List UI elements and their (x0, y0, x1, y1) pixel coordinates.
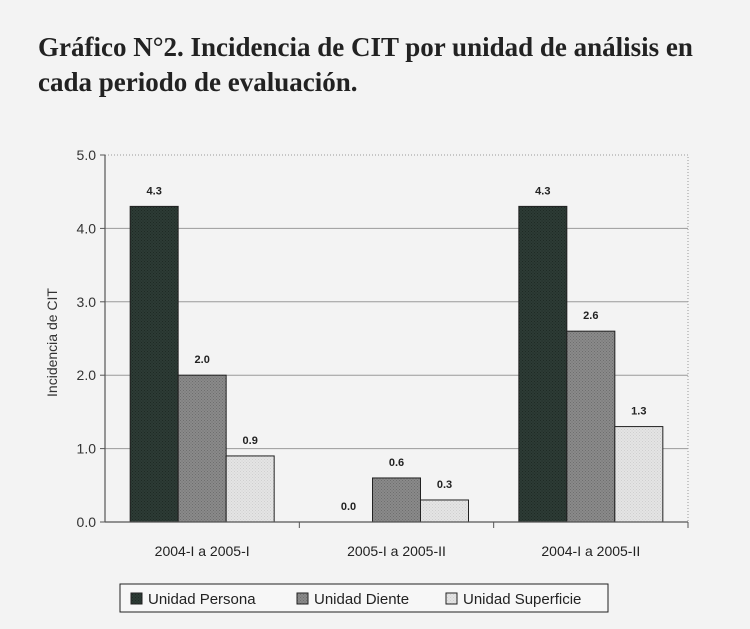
data-label: 2.0 (195, 354, 210, 366)
legend-swatch (296, 592, 309, 605)
x-tick-label: 2004-I a 2005-I (155, 543, 250, 559)
data-labels: 4.3 2.0 0.9 0.0 0.6 0.3 4.3 2.6 1.3 (147, 185, 647, 513)
y-tick-label: 2.0 (77, 367, 97, 383)
x-tick-label: 2005-I a 2005-II (347, 543, 446, 559)
bars (129, 205, 664, 523)
data-label: 0.6 (389, 457, 404, 469)
data-label: 2.6 (583, 310, 598, 322)
bar (614, 426, 664, 523)
bar (566, 330, 616, 523)
legend: Unidad Persona Unidad Diente Unidad Superf… (119, 583, 609, 613)
x-tick-label: 2004-I a 2005-II (541, 543, 640, 559)
legend-swatch (130, 592, 143, 605)
data-label: 0.3 (437, 479, 452, 491)
axes: 0.0 1.0 2.0 3.0 4.0 5.0 Incidencia de CIT 2004-… (44, 147, 689, 559)
y-tick-label: 1.0 (77, 441, 97, 457)
bar (225, 455, 275, 523)
data-label: 0.0 (341, 501, 356, 513)
legend-label: Unidad Superficie (463, 591, 581, 608)
bar (372, 477, 421, 523)
y-tick-label: 5.0 (77, 147, 97, 163)
legend-box (119, 583, 609, 613)
legend-swatch (445, 592, 458, 605)
bar (420, 499, 469, 523)
y-tick-label: 0.0 (77, 514, 97, 530)
bar (518, 205, 568, 523)
y-tick-label: 3.0 (77, 294, 97, 310)
y-axis-label: Incidencia de CIT (44, 288, 60, 397)
y-tick-label: 4.0 (77, 220, 97, 236)
bar (129, 205, 179, 523)
legend-label: Unidad Diente (314, 591, 409, 608)
data-label: 4.3 (147, 185, 162, 197)
legend-label: Unidad Persona (148, 591, 256, 608)
data-label: 0.9 (243, 435, 258, 447)
data-label: 1.3 (631, 406, 646, 418)
bar (177, 374, 227, 523)
chart-title: Gráfico N°2. Incidencia de CIT por unida… (38, 32, 693, 97)
data-label: 4.3 (535, 185, 550, 197)
